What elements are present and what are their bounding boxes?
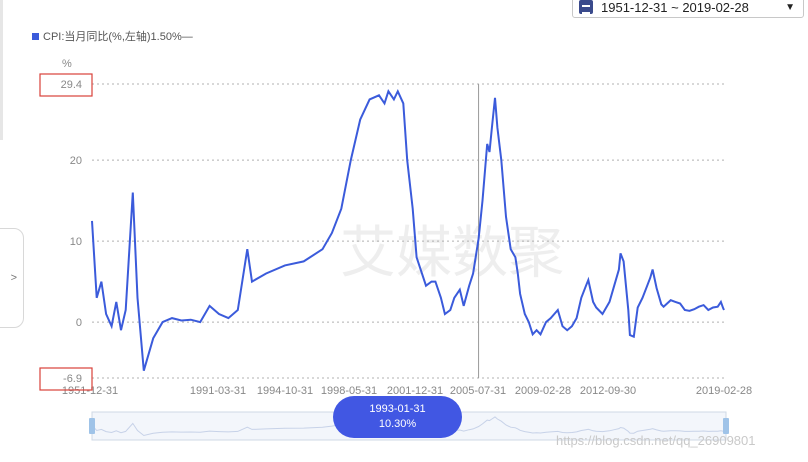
x-tick-label: 1951-12-31 — [62, 385, 118, 397]
chevron-right-icon: > — [10, 272, 17, 284]
y-tick-labels: 29.4 20 10 0 -6.9 — [61, 79, 82, 385]
y-tick-label: 0 — [76, 317, 82, 329]
x-tick-label: 2009-02-28 — [515, 385, 571, 397]
y-tick-label: -6.9 — [63, 373, 82, 385]
x-tick-label: 2019-02-28 — [696, 385, 752, 397]
x-tick-labels: 1951-12-31 1991-03-31 1994-10-31 1998-05-31… — [62, 385, 752, 397]
y-tick-highlight-box — [39, 73, 93, 97]
y-tick-highlight-box — [39, 367, 93, 391]
left-edge-strip — [0, 0, 3, 140]
cpi-series-line — [91, 88, 725, 371]
legend-swatch — [32, 32, 39, 40]
date-range-picker[interactable]: 1951-12-31 ~ 2019-02-28 ▼ — [572, 0, 804, 18]
side-panel-toggle[interactable]: > — [0, 228, 24, 328]
range-slider-right-handle[interactable] — [723, 418, 729, 434]
x-tick-label: 1998-05-31 — [321, 385, 377, 397]
tooltip-date: 1993-01-31 — [369, 403, 426, 415]
date-range-label: 1951-12-31 ~ 2019-02-28 — [601, 0, 749, 15]
x-tick-label: 2001-12-31 — [387, 385, 443, 397]
highlight-boxes — [39, 73, 93, 391]
cursor-tooltip: 1993-01-31 10.30% — [333, 396, 462, 438]
watermark-url: https://blog.csdn.net/qq_26909801 — [556, 433, 756, 448]
x-tick-label: 2005-07-31 — [450, 385, 506, 397]
range-slider-mini-line — [91, 415, 725, 437]
y-axis-unit-label: % — [62, 58, 72, 70]
x-tick-label: 1991-03-31 — [190, 385, 246, 397]
calendar-icon — [579, 0, 593, 14]
y-tick-label: 29.4 — [61, 79, 82, 91]
legend[interactable]: CPI:当月同比(%,左轴)1.50%— — [32, 28, 193, 44]
tooltip-value: 10.30% — [378, 418, 417, 430]
x-tick-label: 2012-09-30 — [580, 385, 636, 397]
legend-label: CPI:当月同比(%,左轴)1.50%— — [43, 31, 193, 43]
caret-down-icon[interactable]: ▼ — [785, 1, 795, 13]
watermark-brand: 艾媒数聚 — [340, 221, 564, 286]
x-tick-label: 1994-10-31 — [257, 385, 313, 397]
range-slider-left-handle[interactable] — [89, 418, 95, 434]
y-tick-label: 20 — [70, 155, 82, 167]
y-tick-label: 10 — [70, 236, 82, 248]
